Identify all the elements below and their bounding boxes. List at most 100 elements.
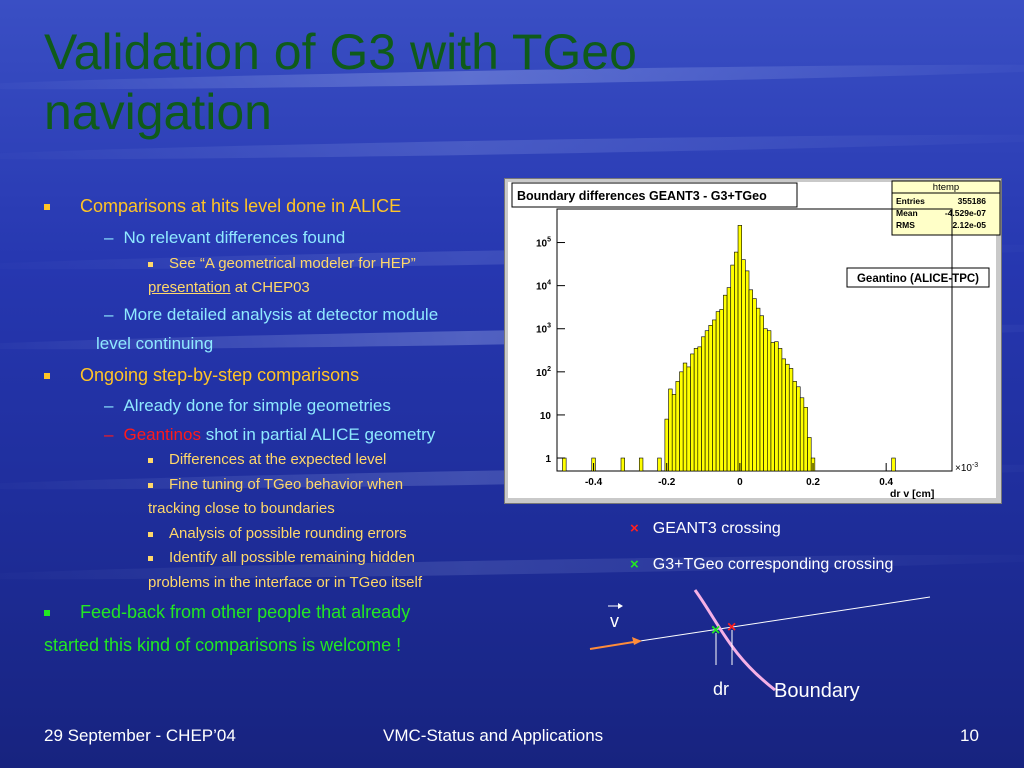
bullet-item: Comparisons at hits level done in ALICE — [44, 196, 401, 217]
bullet-continuation: presentation at CHEP03 — [148, 279, 310, 296]
footer-date: 29 September - CHEP’04 — [44, 726, 236, 745]
histogram-bar — [690, 353, 695, 472]
histogram-bar — [679, 371, 684, 472]
histogram-bar — [704, 330, 710, 472]
histogram-bar — [686, 366, 691, 472]
bullet-item: See “A geometrical modeler for HEP” — [148, 255, 416, 272]
bullet-item: Analysis of possible rounding errors — [148, 525, 407, 542]
geant3-crossing-icon: × — [727, 619, 736, 636]
bullet-item: – Already done for simple geometries — [104, 396, 391, 416]
stats-label: RMS — [896, 220, 915, 230]
boundary-curve — [693, 589, 776, 692]
histogram-bar — [767, 330, 772, 472]
histogram-bar — [796, 386, 801, 472]
bullet-continuation: level continuing — [96, 334, 214, 353]
histogram-bar — [620, 457, 625, 472]
bullet-item: – Geantinos shot in partial ALICE geometr… — [104, 425, 435, 445]
histogram-bar — [785, 363, 790, 472]
bullet-square-icon — [148, 482, 153, 488]
histogram-bar — [763, 328, 768, 472]
bullet-text: Feed-back from other people that already — [80, 602, 411, 622]
bullet-dash-icon: – — [104, 425, 114, 444]
histogram-bar — [756, 307, 761, 472]
bullet-continuation: problems in the interface or in TGeo its… — [148, 574, 423, 591]
histogram-bar — [803, 407, 808, 472]
histogram-bar — [712, 319, 717, 472]
dr-label: dr — [713, 679, 729, 699]
bullet-item: Fine tuning of TGeo behavior when — [148, 476, 403, 493]
chart-annotation: Geantino (ALICE-TPC) — [857, 273, 979, 285]
boundary-crossing-diagram: × × v dr Boundary — [589, 589, 931, 702]
bullet-square-icon — [148, 261, 153, 267]
x-tick-label: 0.2 — [806, 477, 820, 488]
stats-label: Mean — [896, 208, 918, 218]
bullet-dash-icon: – — [104, 305, 114, 324]
page-number: 10 — [960, 726, 979, 745]
bullet-item: Ongoing step-by-step comparisons — [44, 365, 359, 386]
stats-box-frame — [891, 180, 1001, 236]
histogram-bar — [748, 289, 753, 472]
histogram-bar — [774, 341, 779, 472]
legend-label: G3+TGeo corresponding crossing — [652, 556, 894, 573]
bullet-dash-icon: – — [104, 396, 114, 415]
bullet-text: Comparisons at hits level done in ALICE — [80, 196, 402, 216]
bullet-item: Identify all possible remaining hidden — [148, 549, 415, 566]
histogram-bars — [562, 225, 896, 472]
legend-label: GEANT3 crossing — [652, 520, 781, 537]
bullet-square-icon — [44, 610, 50, 617]
y-tick-label: 1 — [545, 454, 551, 465]
g3tgeo-crossing-icon: × — [711, 622, 720, 639]
bullet-continuation: tracking close to boundaries — [148, 500, 335, 517]
bullet-text: Analysis of possible rounding errors — [169, 525, 407, 542]
bullet-square-icon — [44, 204, 50, 211]
bullet-square-icon — [148, 555, 153, 561]
presentation-link[interactable]: presentation — [148, 279, 231, 296]
vector-arrowhead-icon — [618, 603, 623, 609]
histogram-bar — [701, 336, 706, 472]
bullet-square-icon — [148, 531, 153, 537]
histogram-bar — [777, 348, 783, 472]
chart-title: Boundary differences GEANT3 - G3+TGeo — [517, 189, 767, 203]
bullet-item: Feed-back from other people that already — [44, 602, 410, 623]
histogram-bar — [781, 358, 786, 472]
footer-title: VMC-Status and Applications — [383, 726, 604, 745]
stats-value: 2.12e-05 — [952, 220, 986, 230]
bullet-dash-icon: – — [104, 228, 114, 247]
histogram-bar — [671, 394, 677, 472]
histogram-bar — [737, 225, 742, 472]
histogram-panel: Boundary differences GEANT3 - G3+TGeo ht… — [504, 178, 1002, 504]
bullet-text: shot in partial ALICE geometry — [200, 425, 436, 444]
histogram-bar — [726, 287, 732, 472]
stats-title: htemp — [933, 182, 959, 193]
red-cross-icon: × — [630, 520, 639, 537]
bullet-item: – More detailed analysis at detector modu… — [104, 305, 438, 325]
histogram-bar — [788, 368, 794, 472]
x-tick-label: 0 — [737, 477, 743, 488]
histogram-bar — [562, 457, 567, 472]
bullet-square-icon — [44, 373, 50, 380]
histogram-bar — [730, 264, 735, 472]
stats-label: Entries — [896, 196, 925, 206]
x-tick-label: 0.4 — [879, 477, 893, 488]
histogram-bar — [891, 457, 896, 472]
slide-title: Validation of G3 with TGeo navigation — [44, 24, 637, 140]
histogram-bar — [682, 362, 688, 472]
histogram-bar — [792, 381, 797, 472]
histogram-bar — [745, 270, 750, 472]
bullet-text: Already done for simple geometries — [123, 396, 391, 415]
legend-g3tgeo: × G3+TGeo corresponding crossing — [630, 556, 893, 574]
histogram-bar — [770, 342, 775, 472]
histogram-bar — [752, 298, 757, 472]
bullet-text: No relevant differences found — [123, 228, 346, 247]
histogram-bar — [715, 311, 721, 472]
histogram-bar — [708, 325, 713, 472]
bullet-text: Ongoing step-by-step comparisons — [80, 365, 360, 385]
x-axis: -0.4 -0.2 0 0.2 0.4 — [585, 463, 894, 488]
bullet-text: Identify all possible remaining hidden — [169, 549, 415, 566]
boundary-label: Boundary — [774, 680, 860, 702]
histogram-bar — [657, 457, 662, 472]
x-tick-label: -0.4 — [585, 477, 603, 488]
track-line — [639, 596, 931, 642]
histogram-bar — [697, 346, 702, 472]
bullet-square-icon — [148, 457, 153, 463]
